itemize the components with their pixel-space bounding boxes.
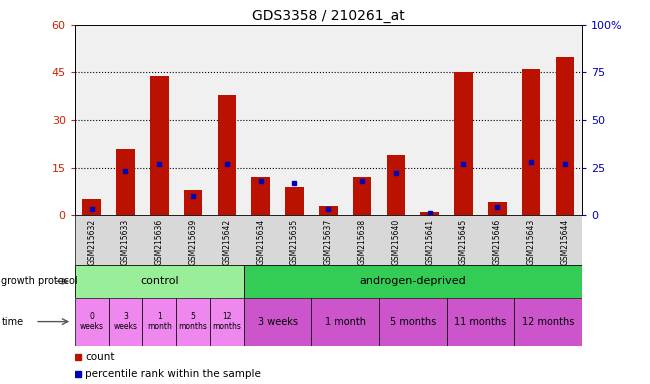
Bar <box>184 190 202 215</box>
Text: 11 months: 11 months <box>454 316 506 327</box>
Text: GSM215635: GSM215635 <box>290 219 299 265</box>
Bar <box>142 298 176 346</box>
Bar <box>75 265 244 298</box>
Text: 12 months: 12 months <box>522 316 574 327</box>
Bar <box>244 298 311 346</box>
Text: androgen-deprived: androgen-deprived <box>359 276 466 286</box>
Text: count: count <box>85 352 115 362</box>
Bar <box>252 177 270 215</box>
Text: GSM215640: GSM215640 <box>391 219 400 265</box>
Text: GSM215645: GSM215645 <box>459 219 468 265</box>
Text: GSM215642: GSM215642 <box>222 219 231 265</box>
Text: 5
months: 5 months <box>179 312 207 331</box>
Bar <box>353 177 371 215</box>
Text: growth protocol: growth protocol <box>1 276 78 286</box>
Bar <box>421 212 439 215</box>
Text: time: time <box>1 316 23 327</box>
Text: 1 month: 1 month <box>324 316 366 327</box>
Bar <box>285 187 304 215</box>
Bar <box>109 298 142 346</box>
Text: GSM215643: GSM215643 <box>526 219 536 265</box>
Text: 0
weeks: 0 weeks <box>80 312 103 331</box>
Bar <box>488 202 506 215</box>
Text: 5 months: 5 months <box>389 316 436 327</box>
Text: GSM215646: GSM215646 <box>493 219 502 265</box>
Bar <box>514 298 582 346</box>
Bar <box>218 95 236 215</box>
Bar <box>454 73 473 215</box>
Bar <box>75 298 109 346</box>
Text: 12
months: 12 months <box>213 312 241 331</box>
Text: 3 weeks: 3 weeks <box>257 316 298 327</box>
Text: GSM215641: GSM215641 <box>425 219 434 265</box>
Text: 3
weeks: 3 weeks <box>114 312 137 331</box>
Bar <box>319 205 337 215</box>
Text: GSM215633: GSM215633 <box>121 219 130 265</box>
Text: GSM215639: GSM215639 <box>188 219 198 265</box>
Bar <box>176 298 210 346</box>
Bar <box>447 298 514 346</box>
Text: GSM215637: GSM215637 <box>324 219 333 265</box>
Text: GSM215644: GSM215644 <box>560 219 569 265</box>
Text: GSM215632: GSM215632 <box>87 219 96 265</box>
Bar <box>387 155 405 215</box>
Text: percentile rank within the sample: percentile rank within the sample <box>85 369 261 379</box>
Text: GSM215634: GSM215634 <box>256 219 265 265</box>
Text: 1
month: 1 month <box>147 312 172 331</box>
Bar <box>210 298 244 346</box>
Bar <box>522 70 540 215</box>
Bar <box>379 298 447 346</box>
Bar <box>116 149 135 215</box>
Bar <box>556 56 574 215</box>
Title: GDS3358 / 210261_at: GDS3358 / 210261_at <box>252 8 404 23</box>
Text: control: control <box>140 276 179 286</box>
Text: GSM215638: GSM215638 <box>358 219 367 265</box>
Bar <box>150 76 168 215</box>
Bar <box>83 199 101 215</box>
Text: GSM215636: GSM215636 <box>155 219 164 265</box>
Bar <box>311 298 379 346</box>
Bar <box>244 265 582 298</box>
